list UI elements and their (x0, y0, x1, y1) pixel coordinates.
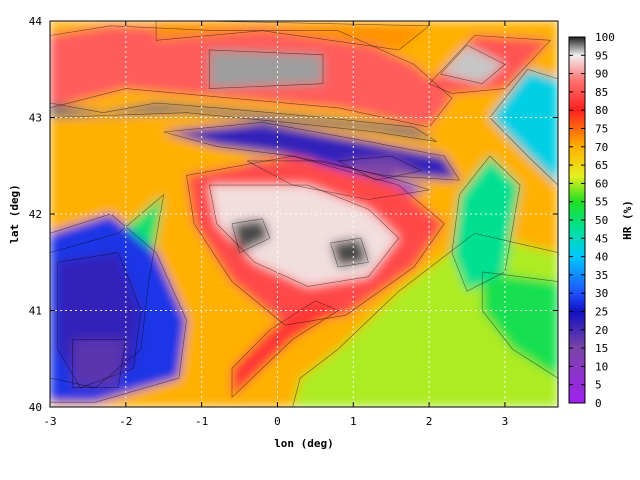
colorbar-tick-label: 25 (595, 306, 608, 319)
humidity-region-2 (482, 271, 558, 379)
y-tick-label: 42 (29, 208, 42, 221)
colorbar-tick-label: 70 (595, 141, 608, 154)
y-tick-label: 40 (29, 401, 42, 414)
humidity-region-6 (156, 21, 430, 50)
colorbar-tick-label: 55 (595, 196, 608, 209)
colorbar-tick-label: 35 (595, 269, 608, 282)
contour-line-11 (163, 121, 460, 181)
y-tick-label: 41 (29, 305, 42, 318)
humidity-region-8 (440, 45, 505, 84)
x-tick-label: 2 (426, 415, 433, 428)
contour-line-13 (337, 155, 423, 181)
contour-line-4 (489, 68, 558, 186)
contour-line-22 (231, 300, 339, 399)
colorbar-tick-label: 20 (595, 324, 608, 337)
contour-line-16 (57, 252, 142, 389)
colorbar-tick-label: 30 (595, 287, 608, 300)
colorbar-tick-label: 90 (595, 68, 608, 81)
y-tick-label: 43 (29, 112, 42, 125)
colorbar-label: HR (%) (621, 200, 634, 240)
colorbar-tick-label: 15 (595, 342, 608, 355)
contour-line-15 (50, 213, 187, 403)
humidity-region-9 (209, 49, 323, 89)
colorbar: 0 5 10 15 20 25 30 35 40 45 50 55 60 65 70 75 80 85 90 95 10… (568, 31, 634, 410)
contour-line-20 (231, 218, 271, 254)
y-tick-label: 44 (29, 15, 43, 28)
colorbar-tick-label: 40 (595, 251, 608, 264)
x-axis-ticks: -3 -2 -1 0 1 2 3 (43, 21, 508, 428)
contour-line-21 (330, 237, 369, 268)
colorbar-tick-label: 100 (595, 31, 615, 44)
x-tick-label: -3 (43, 415, 56, 428)
x-tick-label: -2 (119, 415, 132, 428)
colorbar-tick-label: 75 (595, 123, 608, 136)
contour-line-17 (72, 339, 127, 389)
humidity-region-17 (72, 339, 126, 388)
humidity-region-4 (489, 69, 558, 186)
contour-line-1 (292, 232, 558, 407)
colorbar-tick-label: 85 (595, 86, 608, 99)
colorbar-tick-label: 65 (595, 159, 608, 172)
grid-lines (50, 21, 558, 407)
humidity-region-20 (232, 218, 270, 253)
x-tick-label: -1 (195, 415, 208, 428)
y-axis-label: lat (deg) (8, 184, 21, 244)
contour-line-18 (186, 155, 445, 326)
colorbar-ticks: 0 5 10 15 20 25 30 35 40 45 50 55 60 65 70 75 80 85 90 95 10… (569, 31, 615, 410)
x-tick-label: 1 (350, 415, 357, 428)
humidity-region-21 (330, 238, 369, 268)
humidity-region-10 (50, 103, 437, 142)
contour-line-9 (208, 49, 324, 89)
humidity-region-22 (232, 300, 339, 398)
contour-line-7 (428, 35, 552, 94)
colorbar-tick-label: 45 (595, 232, 608, 245)
colorbar-tick-label: 0 (595, 397, 602, 410)
x-tick-label: 0 (274, 415, 281, 428)
y-axis-ticks: 40 41 42 43 44 (29, 15, 558, 414)
contour-line-10 (50, 102, 437, 142)
colorbar-tick-label: 50 (595, 214, 608, 227)
colorbar-tick-label: 80 (595, 104, 608, 117)
contour-line-5 (50, 25, 453, 128)
colorbar-tick-label: 5 (595, 379, 602, 392)
contour-line-19 (208, 184, 400, 287)
colorbar-tick-label: 10 (595, 360, 608, 373)
humidity-region-3 (451, 156, 521, 292)
x-axis-label: lon (deg) (274, 437, 334, 450)
colorbar-tick-label: 60 (595, 177, 608, 190)
colorbar-tick-label: 95 (595, 49, 608, 62)
humidity-region-13 (338, 156, 422, 181)
x-tick-label: 3 (502, 415, 509, 428)
contour-line-2 (481, 271, 558, 379)
contour-line-8 (439, 44, 506, 85)
